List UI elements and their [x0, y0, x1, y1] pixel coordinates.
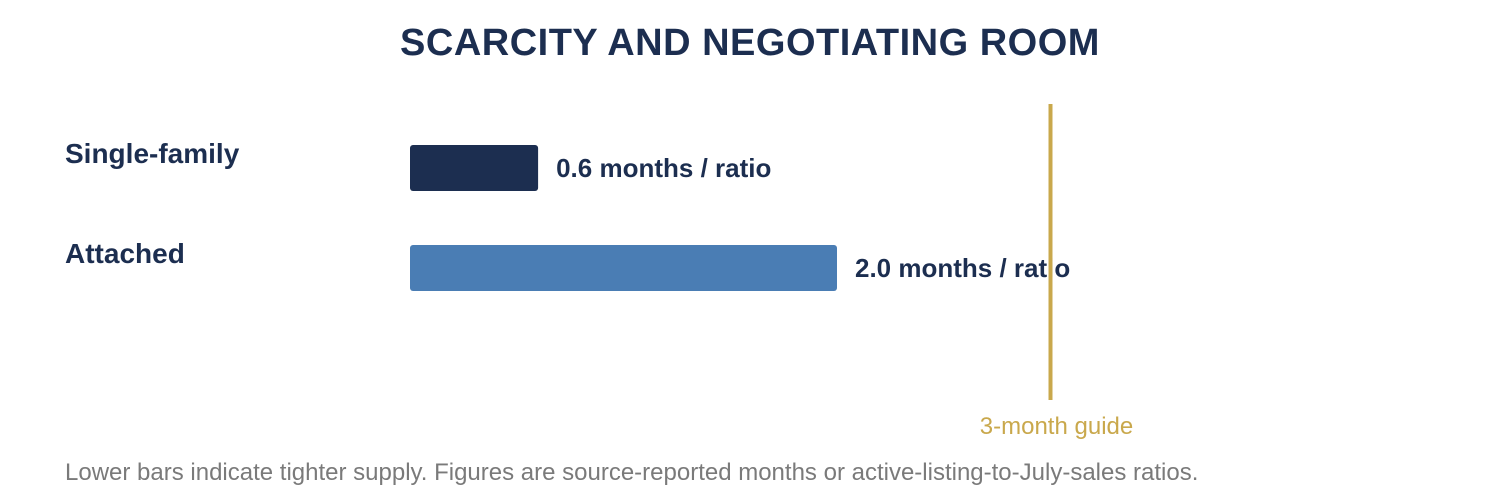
- category-label: Single-family: [65, 138, 240, 169]
- bar: [410, 145, 539, 191]
- value-labels: 0.6 months / ratio 2.0 months / ratio: [556, 153, 1070, 283]
- footnote: Lower bars indicate tighter supply. Figu…: [65, 459, 1199, 486]
- reference-guide: 3-month guide: [980, 104, 1133, 440]
- category-label: Attached: [65, 238, 185, 269]
- chart-title: SCARCITY AND NEGOTIATING ROOM: [400, 22, 1100, 64]
- reference-line-label: 3-month guide: [980, 413, 1133, 440]
- bars: [410, 145, 837, 291]
- value-label: 0.6 months / ratio: [556, 153, 771, 183]
- bar: [410, 245, 837, 291]
- value-label: 2.0 months / ratio: [855, 253, 1070, 283]
- category-labels: Single-family Attached: [65, 138, 240, 269]
